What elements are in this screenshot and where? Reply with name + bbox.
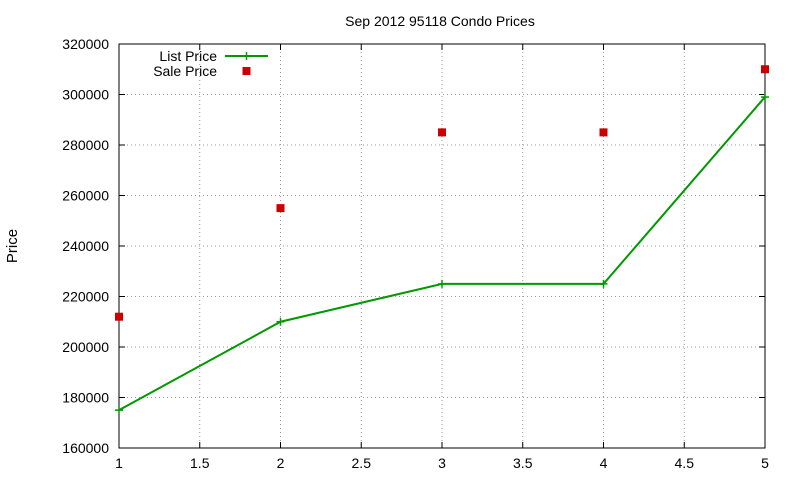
y-tick-label: 300000	[62, 87, 109, 103]
data-point	[115, 406, 123, 415]
legend-label: List Price	[159, 48, 217, 64]
grid	[119, 44, 765, 448]
data-point	[761, 65, 769, 74]
y-tick-label: 200000	[62, 339, 109, 355]
x-tick-label: 3.5	[513, 455, 533, 471]
x-tick-label: 1	[115, 455, 123, 471]
x-tick-label: 5	[761, 455, 769, 471]
y-axis-label: Price	[4, 229, 21, 263]
legend-swatch-marker	[242, 67, 251, 75]
x-tick-label: 4	[600, 455, 608, 471]
data-point	[599, 279, 608, 288]
series	[115, 65, 769, 415]
data-point	[276, 204, 285, 213]
data-point	[438, 128, 446, 137]
data-point	[276, 317, 285, 326]
y-tick-label: 240000	[62, 238, 109, 254]
axis-ticks: 1 1.5 2 2.5 3 3.5 4 4.5 5 160000 180000 200000 22000…	[62, 36, 769, 471]
series-0	[115, 93, 769, 415]
y-tick-label: 260000	[62, 188, 109, 204]
y-tick-label: 180000	[62, 390, 109, 406]
series-line	[118, 96, 766, 412]
x-tick-label: 1.5	[190, 455, 210, 471]
plot-frame	[118, 43, 766, 449]
data-point	[599, 128, 608, 137]
chart-title: Sep 2012 95118 Condo Prices	[345, 13, 535, 29]
y-tick-label: 160000	[62, 440, 109, 456]
y-tick-label: 220000	[62, 289, 109, 305]
y-tick-label: 320000	[62, 36, 109, 52]
data-point	[761, 93, 769, 102]
legend-swatch-marker	[242, 52, 251, 60]
data-point	[438, 279, 446, 288]
series-1	[115, 65, 769, 321]
x-tick-label: 2	[277, 455, 285, 471]
x-tick-label: 2.5	[352, 455, 372, 471]
legend-label: Sale Price	[153, 63, 217, 79]
y-tick-label: 280000	[62, 137, 109, 153]
x-tick-label: 3	[438, 455, 446, 471]
data-point	[115, 312, 123, 321]
x-tick-label: 4.5	[675, 455, 695, 471]
